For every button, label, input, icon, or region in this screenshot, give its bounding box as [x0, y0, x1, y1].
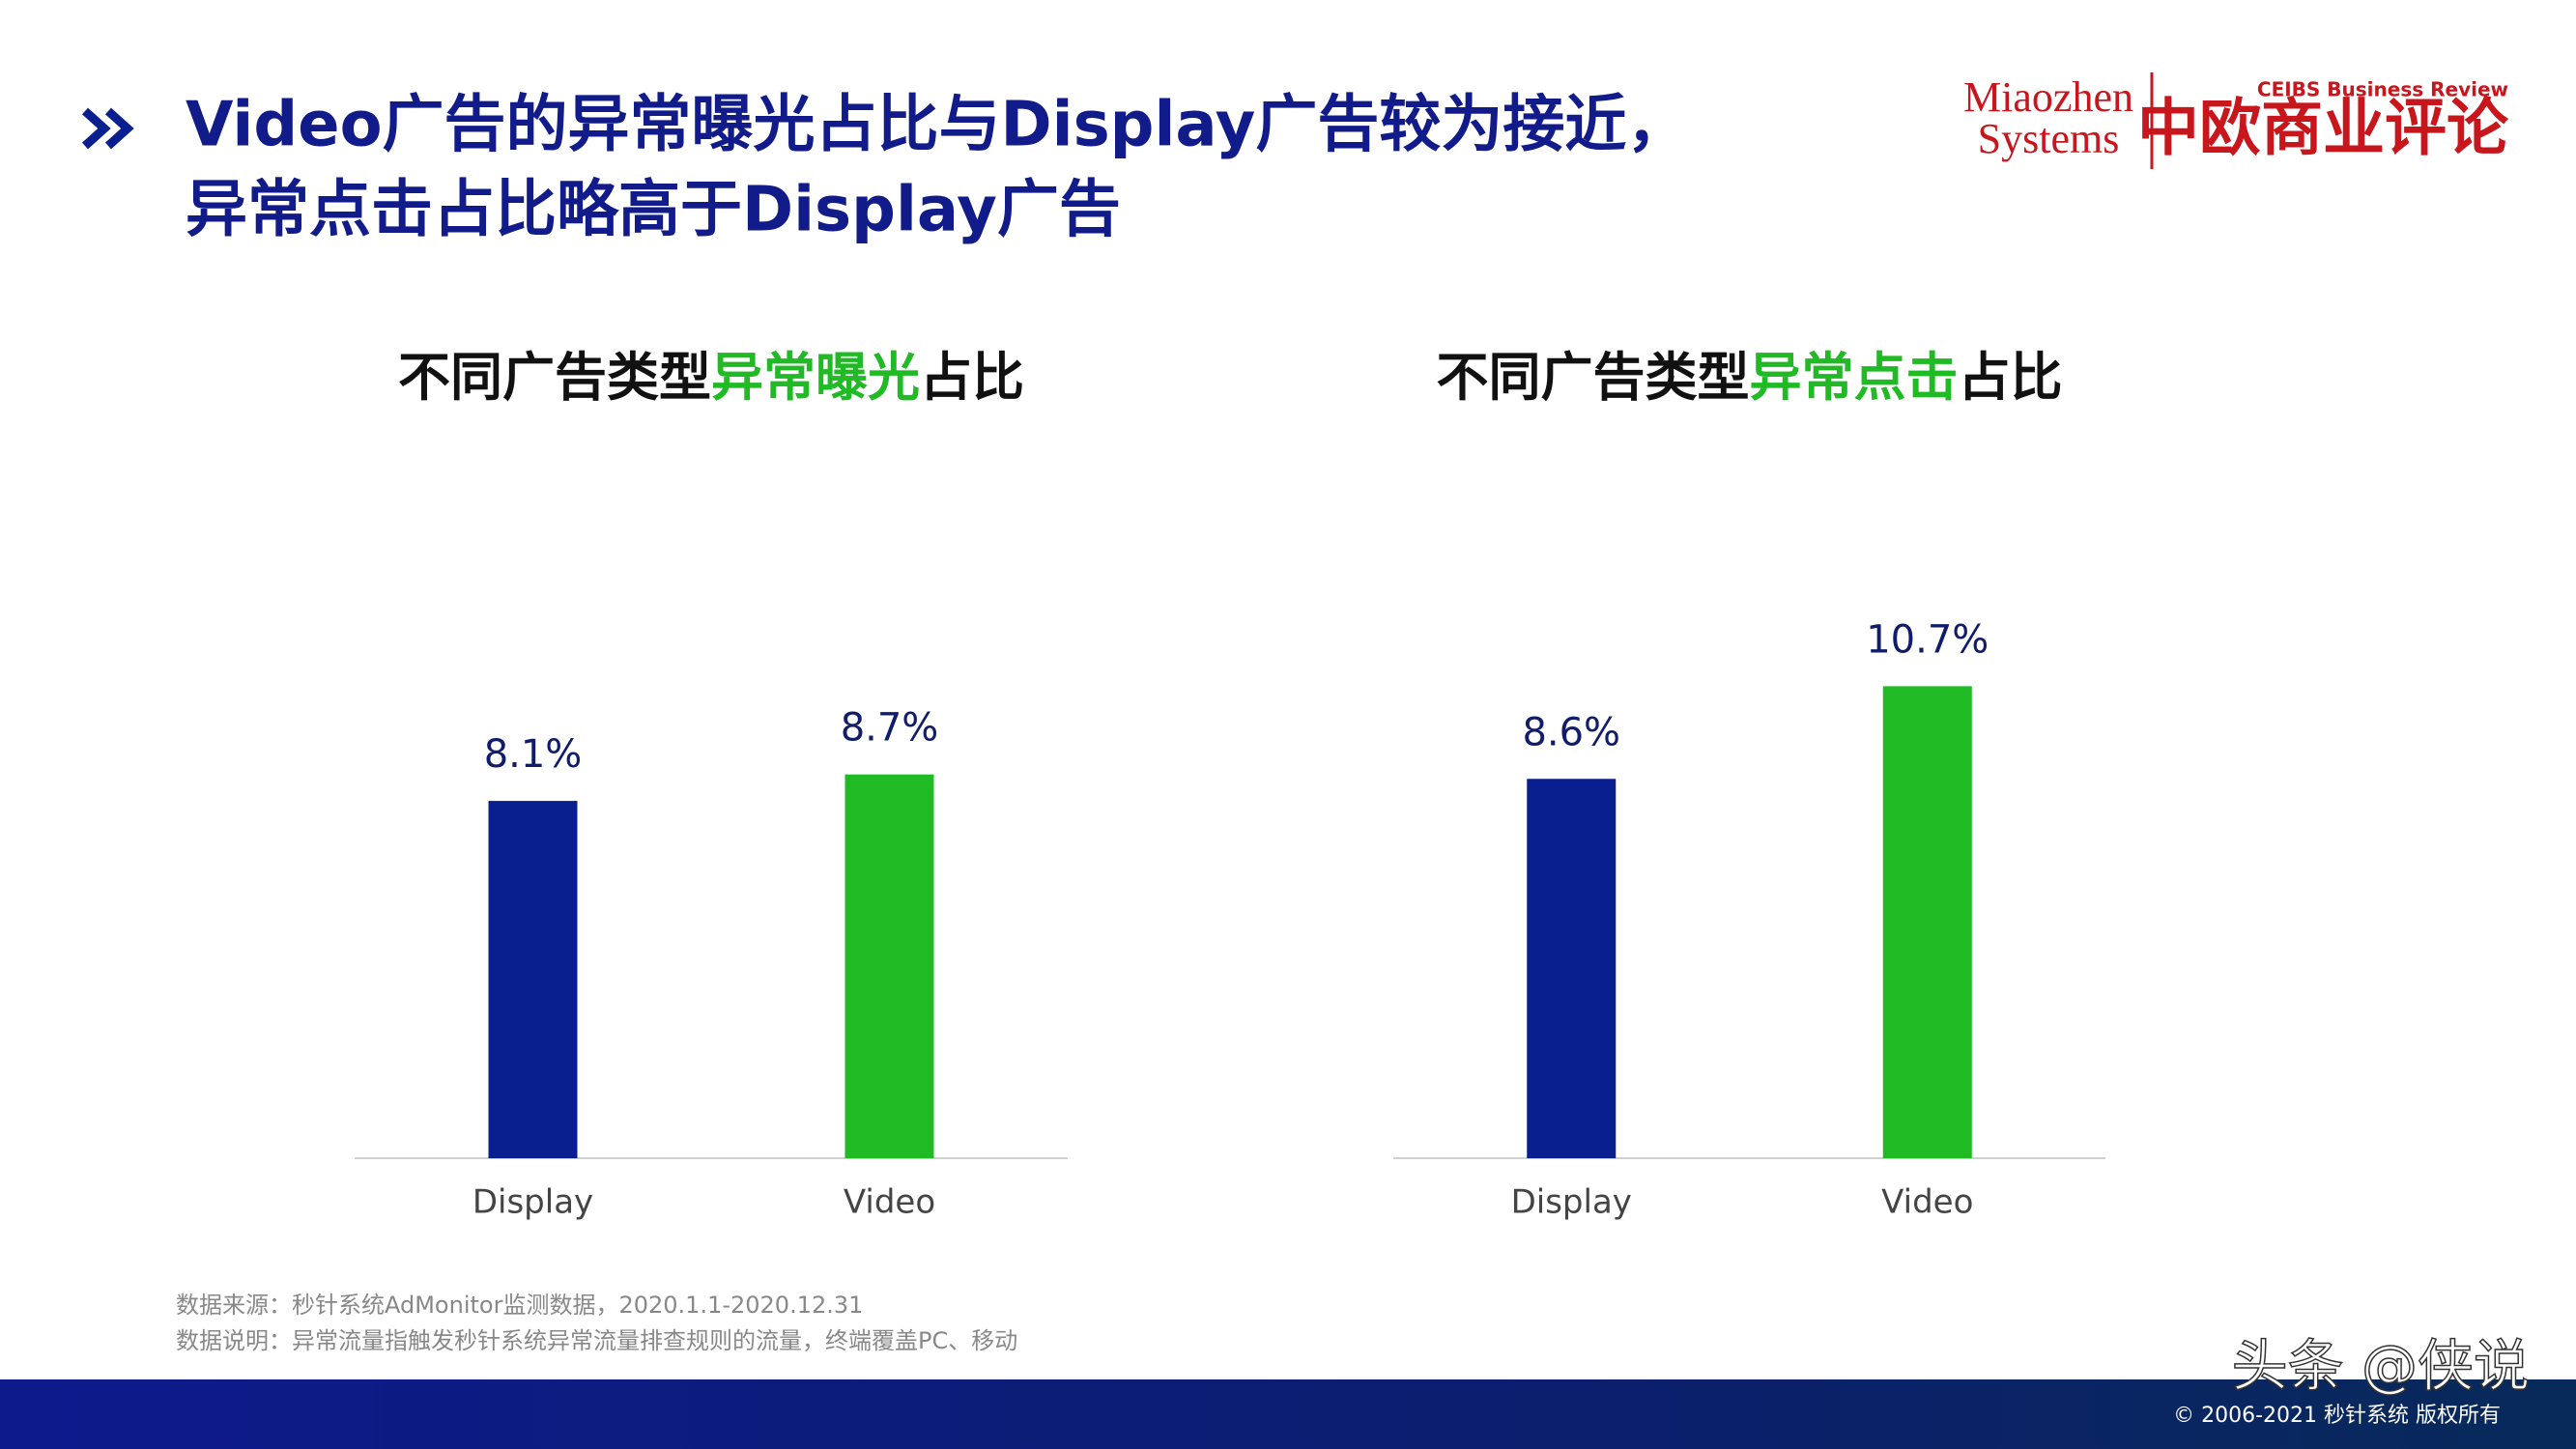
value-label: 8.1% [484, 732, 583, 777]
logo-text: 中欧商业评论 [2137, 93, 2509, 165]
footnote: 数据来源：秒针系统AdMonitor监测数据，2020.1.1-2020.12.… [176, 1292, 863, 1319]
logo-text: Systems [1978, 115, 2120, 162]
value-label: 8.6% [1522, 710, 1620, 754]
bar [844, 774, 934, 1158]
bar [488, 801, 578, 1158]
charts: 不同广告类型异常曝光占比8.1%Display8.7%Video不同广告类型异常… [355, 347, 2105, 1222]
header-title: Video广告的异常曝光占比与Display广告较为接近， [186, 90, 1688, 161]
chart-title-part: 异常点击 [1750, 347, 1959, 408]
chart-title-part: 异常曝光 [711, 347, 920, 408]
footnote: 数据说明：异常流量指触发秒针系统异常流量排查规则的流量，终端覆盖PC、移动 [176, 1327, 1017, 1354]
copyright: © 2006-2021 秒针系统 版权所有 [2173, 1404, 2501, 1428]
bar [1882, 686, 1972, 1158]
chart-title-part: 不同广告类型 [1437, 347, 1750, 408]
x-tick-label: Video [844, 1183, 935, 1222]
value-label: 10.7% [1866, 617, 1989, 662]
chart-title-part: 占比 [920, 347, 1024, 408]
x-tick-label: Display [472, 1183, 593, 1222]
footer-band [0, 1379, 2576, 1449]
chart-title-part: 占比 [1959, 347, 2063, 408]
watermark: 头条 @侠说 [2232, 1333, 2530, 1399]
chart-title: 不同广告类型异常曝光占比 [398, 347, 1024, 408]
chart-title-part: 不同广告类型 [398, 347, 711, 408]
chart-title: 不同广告类型异常点击占比 [1437, 347, 2063, 408]
header-title: 异常点击占比略高于Display广告 [186, 175, 1121, 246]
logo-text: CEIBS Business Review [2257, 78, 2508, 101]
x-tick-label: Display [1511, 1183, 1632, 1222]
chevron-icon [81, 107, 134, 150]
x-tick-label: Video [1881, 1183, 1973, 1222]
value-label: 8.7% [841, 706, 939, 751]
logo-text: Miaozhen [1963, 73, 2133, 121]
bar [1527, 779, 1617, 1158]
